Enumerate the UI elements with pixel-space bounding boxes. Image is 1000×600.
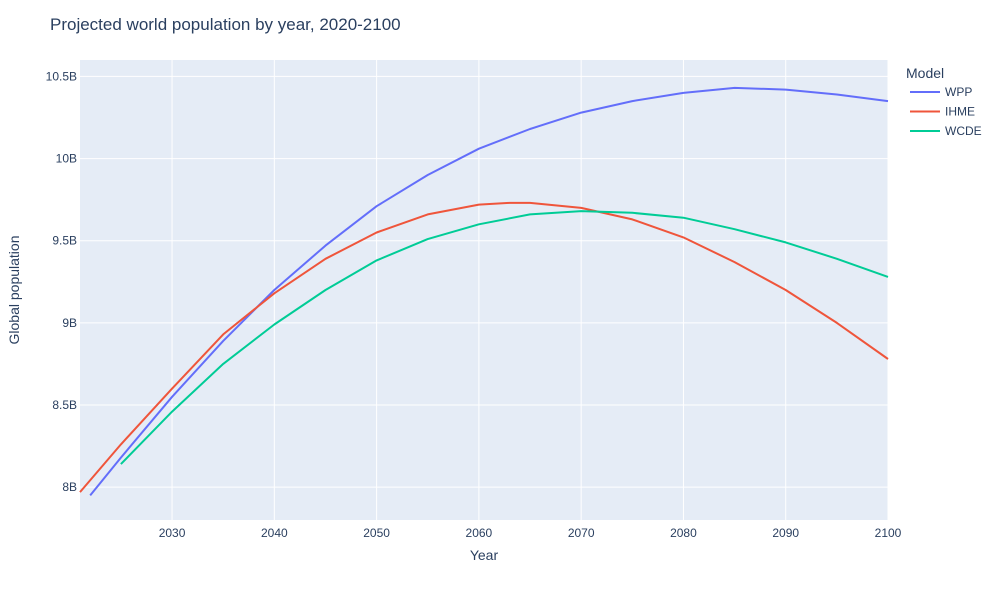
series-line-ihme: [79, 201, 889, 493]
x-tick-label: 2040: [261, 526, 288, 540]
y-axis-title: Global population: [6, 236, 22, 345]
x-tick-label: 2100: [875, 526, 902, 540]
x-tick-label: 2090: [772, 526, 799, 540]
x-tick-label: 2080: [670, 526, 697, 540]
y-tick-label: 9B: [62, 316, 77, 330]
x-tick-label: 2050: [363, 526, 390, 540]
x-tick-label: 2030: [159, 526, 186, 540]
legend-label: IHME: [945, 105, 975, 119]
x-tick-label: 2070: [568, 526, 595, 540]
legend-item-ihme[interactable]: IHME: [910, 105, 975, 119]
legend-label: WCDE: [945, 124, 982, 138]
y-tick-label: 8B: [62, 480, 77, 494]
y-tick-label: 10.5B: [46, 69, 77, 83]
series-line-wpp: [89, 86, 889, 497]
series-line-wcde: [120, 210, 889, 465]
grid-lines: [80, 60, 889, 520]
y-tick-label: 10B: [56, 152, 77, 166]
legend: Model WPP IHME WCDE: [906, 65, 982, 138]
legend-item-wcde[interactable]: WCDE: [910, 124, 982, 138]
x-tick-label: 2060: [466, 526, 493, 540]
chart-title: Projected world population by year, 2020…: [50, 15, 401, 34]
legend-label: WPP: [945, 85, 972, 99]
x-axis-ticks: 2030 2040 2050 2060 2070 2080 2090 2100: [159, 526, 902, 540]
plot-area: [80, 60, 888, 520]
y-tick-label: 8.5B: [52, 398, 77, 412]
y-tick-label: 9.5B: [52, 234, 77, 248]
x-axis-title: Year: [470, 547, 499, 563]
legend-item-wpp[interactable]: WPP: [910, 85, 972, 99]
series-lines: [79, 86, 889, 497]
y-axis-ticks: 8B 8.5B 9B 9.5B 10B 10.5B: [46, 69, 77, 494]
legend-title: Model: [906, 65, 944, 81]
